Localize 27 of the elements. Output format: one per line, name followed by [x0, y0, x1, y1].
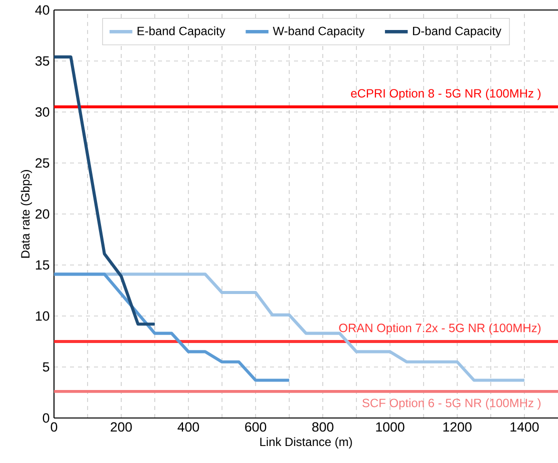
y-tick-label: 5 — [42, 362, 50, 372]
y-tick-label: 15 — [36, 260, 50, 270]
ref-line-label: eCPRI Option 8 - 5G NR (100MHz ) — [351, 88, 541, 100]
y-tick-label: 10 — [36, 311, 50, 321]
y-tick-label: 35 — [35, 56, 50, 66]
y-tick-label: 0 — [42, 413, 50, 423]
x-tick-label: 1200 — [443, 422, 472, 432]
legend-label: D-band Capacity — [413, 26, 502, 38]
y-tick-label: 40 — [35, 5, 50, 15]
y-tick-label: 25 — [36, 158, 50, 168]
ref-line-label: SCF Option 6 - 5G NR (100MHz ) — [362, 398, 541, 410]
x-tick-label: 1000 — [376, 422, 404, 432]
y-axis-title: Data rate (Gbps) — [20, 170, 32, 258]
line-series — [52, 272, 291, 382]
y-tick-label: 20 — [36, 209, 50, 219]
legend-label: W-band Capacity — [272, 26, 365, 38]
x-tick-label: 400 — [178, 422, 200, 432]
line-series — [52, 55, 156, 326]
x-tick-label: 0 — [50, 422, 58, 432]
x-tick-label: 200 — [110, 422, 132, 432]
x-axis-title: Link Distance (m) — [260, 437, 352, 448]
x-tick-label: 600 — [245, 422, 266, 432]
x-tick-label: 1400 — [510, 422, 539, 432]
ref-line-label: ORAN Option 7.2x - 5G NR (100MHz) — [339, 323, 541, 335]
legend-label: E-band Capacity — [138, 26, 226, 38]
x-tick-label: 800 — [312, 422, 334, 432]
y-tick-label: 30 — [35, 107, 50, 117]
